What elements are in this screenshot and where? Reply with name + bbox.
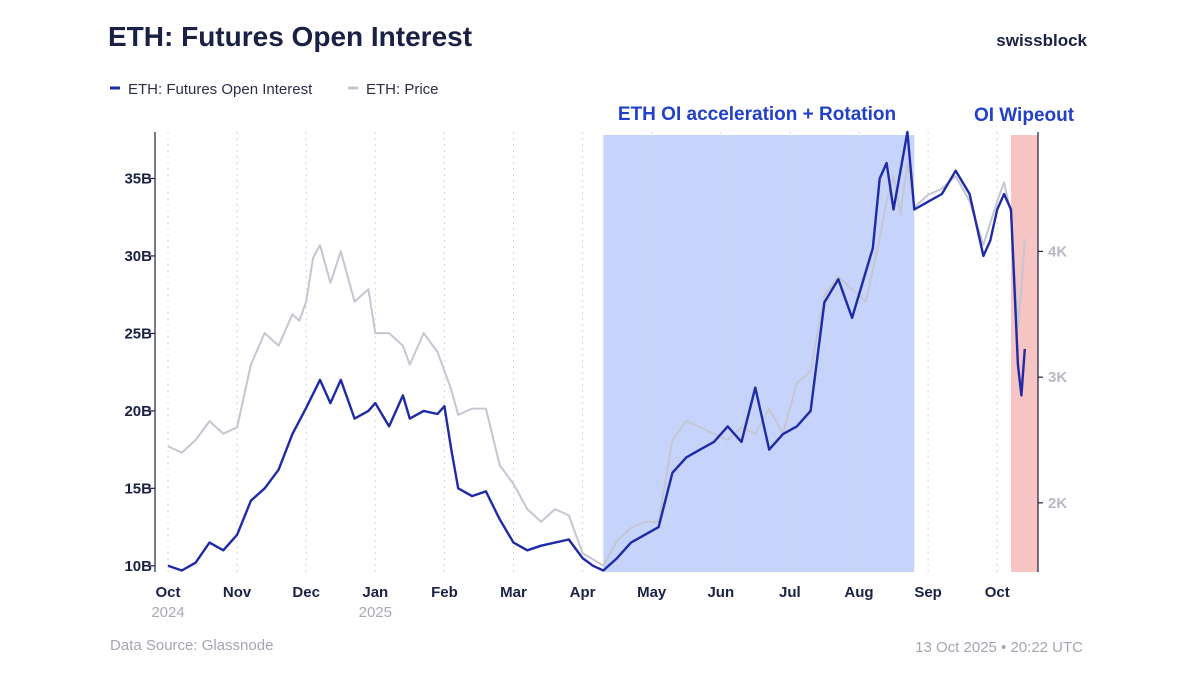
left-tick-label: 35B <box>124 170 152 187</box>
legend-label-oi: ETH: Futures Open Interest <box>128 81 313 98</box>
series-open-interest-line <box>167 130 1026 572</box>
x-tick-label: Jun <box>707 584 734 601</box>
chart-title: ETH: Futures Open Interest <box>108 21 472 52</box>
x-tick-year-label: 2024 <box>151 604 184 621</box>
left-tick-label: 30B <box>124 248 152 265</box>
x-tick-label: Oct <box>155 584 180 601</box>
x-tick-label: Sep <box>914 584 942 601</box>
annotation-oi-wipeout: OI Wipeout <box>974 105 1075 126</box>
x-tick-label: Mar <box>500 584 527 601</box>
series-price-line <box>167 162 1026 567</box>
x-tick-year-label: 2025 <box>359 604 392 621</box>
highlight-region-0 <box>603 135 915 572</box>
brand-logo: swissblock <box>996 31 1087 50</box>
left-axis-ticks: 10B 15B 20B 25B 30B 35B <box>124 170 155 575</box>
x-tick-label: Nov <box>223 584 252 601</box>
x-tick-label: Feb <box>431 584 458 601</box>
left-tick-label: 15B <box>124 480 152 497</box>
x-tick-label: Aug <box>844 584 873 601</box>
left-tick-label: 10B <box>124 558 152 575</box>
x-tick-label: Dec <box>292 584 320 601</box>
x-tick-label: May <box>637 584 667 601</box>
right-tick-label: 4K <box>1048 243 1067 260</box>
right-tick-label: 2K <box>1048 495 1067 512</box>
x-tick-label: Jul <box>779 584 801 601</box>
x-tick-label: Apr <box>570 584 596 601</box>
left-tick-label: 25B <box>124 325 152 342</box>
annotation-oi-acceleration: ETH OI acceleration + Rotation <box>618 104 896 125</box>
x-tick-label: Jan <box>362 584 388 601</box>
right-axis-ticks: 2K 3K 4K <box>1038 243 1067 512</box>
right-tick-label: 3K <box>1048 369 1067 386</box>
x-axis-ticks: Oct 2024 Nov Dec Jan 2025 Feb Mar Apr May Jun Jul Au… <box>151 584 1009 621</box>
legend: ETH: Futures Open Interest ETH: Price <box>110 81 439 98</box>
timestamp: 13 Oct 2025 • 20:22 UTC <box>915 639 1083 656</box>
legend-label-price: ETH: Price <box>366 81 439 98</box>
gridlines <box>167 132 998 572</box>
data-source-note: Data Source: Glassnode <box>110 637 273 654</box>
left-tick-label: 20B <box>124 403 152 420</box>
x-tick-label: Oct <box>985 584 1010 601</box>
highlight-regions <box>603 135 1039 572</box>
